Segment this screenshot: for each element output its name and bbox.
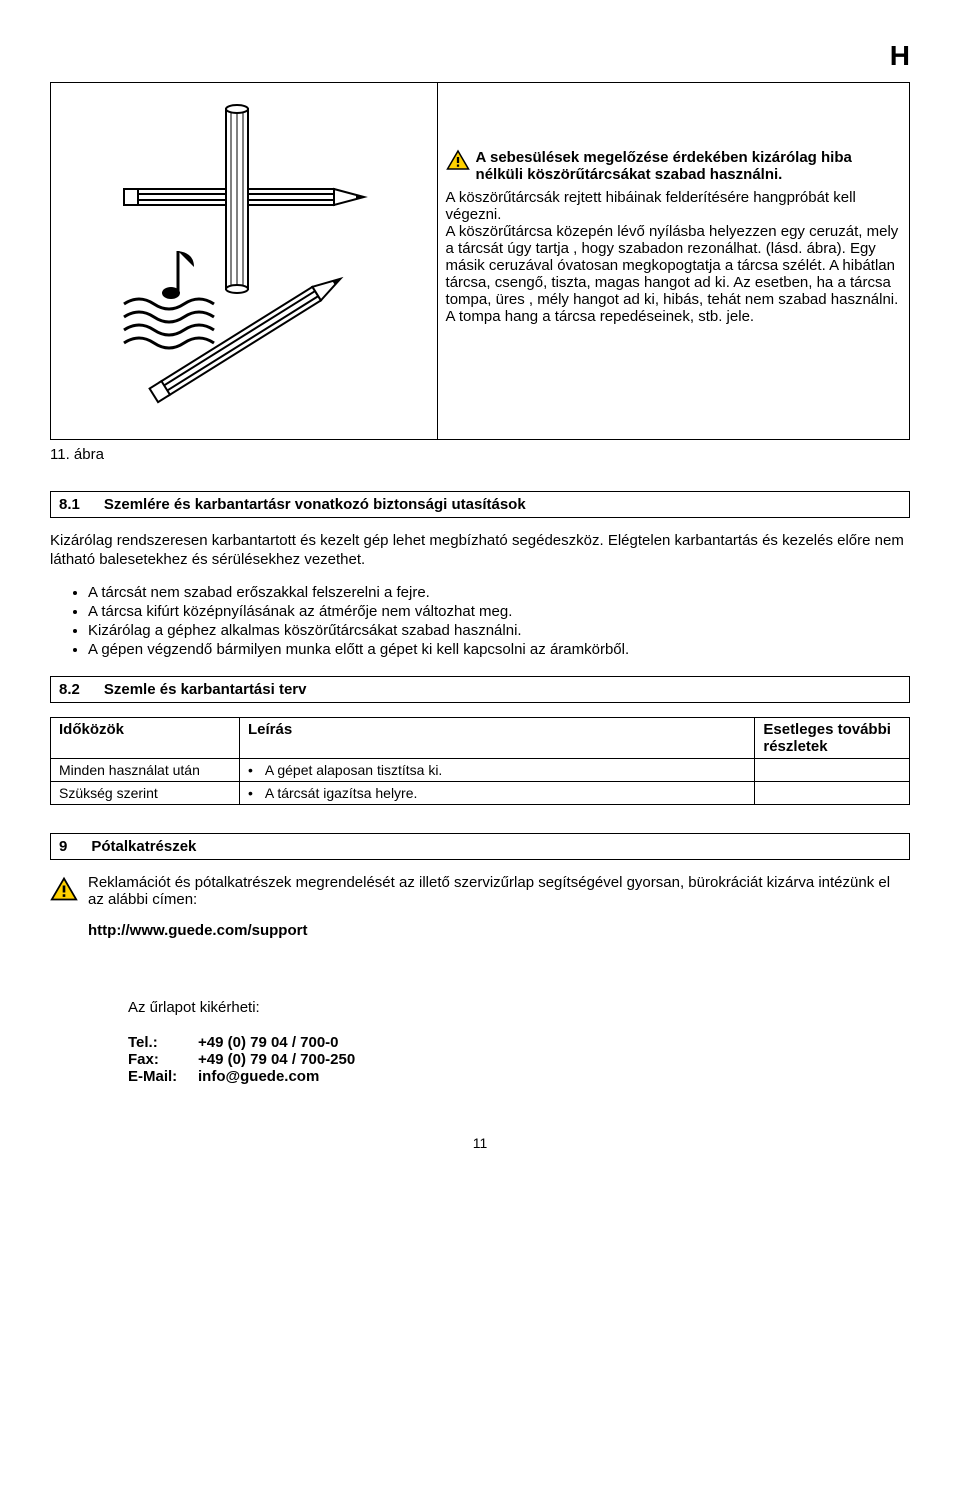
section-8-2-header: 8.2 Szemle és karbantartási terv xyxy=(50,676,910,703)
section-9-header: 9 Pótalkatrészek xyxy=(50,833,910,860)
tel-value: +49 (0) 79 04 / 700-0 xyxy=(198,1034,339,1051)
figure-image-cell xyxy=(51,83,438,440)
section-8-1-header: 8.1 Szemlére és karbantartásr vonatkozó … xyxy=(50,491,910,518)
figure-text-cell: A sebesülések megelőzése érdekében kizár… xyxy=(437,83,909,440)
figure-warning-text: A sebesülések megelőzése érdekében kizár… xyxy=(476,149,901,183)
pencil-test-illustration xyxy=(104,89,384,429)
mail-label: E-Mail: xyxy=(128,1068,198,1085)
contact-fax: Fax: +49 (0) 79 04 / 700-250 xyxy=(128,1051,910,1068)
section-title: Szemle és karbantartási terv xyxy=(104,681,307,698)
table-row: Minden használat után A gépet alaposan t… xyxy=(51,758,910,781)
table-header-extra: Esetleges további részletek xyxy=(755,717,910,758)
warning-icon xyxy=(50,876,78,902)
s81-bullet-list: A tárcsát nem szabad erőszakkal felszere… xyxy=(50,584,910,658)
table-row: Szükség szerint A tárcsát igazítsa helyr… xyxy=(51,781,910,804)
contact-mail: E-Mail: info@guede.com xyxy=(128,1068,910,1085)
contact-tel: Tel.: +49 (0) 79 04 / 700-0 xyxy=(128,1034,910,1051)
cell-desc: A tárcsát igazítsa helyre. xyxy=(239,781,754,804)
list-item: A tárcsát nem szabad erőszakkal felszere… xyxy=(88,584,910,601)
cell-extra xyxy=(755,781,910,804)
list-item: A gépen végzendő bármilyen munka előtt a… xyxy=(88,641,910,658)
section-number: 9 xyxy=(59,838,67,855)
mail-value: info@guede.com xyxy=(198,1068,319,1085)
page-header-letter: H xyxy=(50,40,910,72)
warning-icon xyxy=(446,149,470,171)
section-title: Pótalkatrészek xyxy=(91,838,196,855)
tel-label: Tel.: xyxy=(128,1034,198,1051)
contact-intro: Az űrlapot kikérheti: xyxy=(128,999,910,1016)
figure-caption: 11. ábra xyxy=(50,446,910,463)
fax-value: +49 (0) 79 04 / 700-250 xyxy=(198,1051,355,1068)
figure-paragraph: A köszörűtárcsák rejtett hibáinak felder… xyxy=(446,189,901,325)
section-title: Szemlére és karbantartásr vonatkozó bizt… xyxy=(104,496,526,513)
page-number: 11 xyxy=(50,1135,910,1151)
section-number: 8.1 xyxy=(59,496,80,513)
cell-interval: Szükség szerint xyxy=(51,781,240,804)
cell-extra xyxy=(755,758,910,781)
maintenance-schedule-table: Időközök Leírás Esetleges további részle… xyxy=(50,717,910,805)
s9-text: Reklamációt és pótalkatrészek megrendelé… xyxy=(88,874,910,908)
s81-intro: Kizárólag rendszeresen karbantartott és … xyxy=(50,532,910,570)
cell-desc: A gépet alaposan tisztítsa ki. xyxy=(239,758,754,781)
cell-interval: Minden használat után xyxy=(51,758,240,781)
table-header-desc: Leírás xyxy=(239,717,754,758)
list-item: A tárcsa kifúrt középnyílásának az átmér… xyxy=(88,603,910,620)
list-item: Kizárólag a géphez alkalmas köszörűtárcs… xyxy=(88,622,910,639)
support-url[interactable]: http://www.guede.com/support xyxy=(88,922,910,939)
table-header-interval: Időközök xyxy=(51,717,240,758)
fax-label: Fax: xyxy=(128,1051,198,1068)
figure-table: A sebesülések megelőzése érdekében kizár… xyxy=(50,82,910,440)
section-number: 8.2 xyxy=(59,681,80,698)
